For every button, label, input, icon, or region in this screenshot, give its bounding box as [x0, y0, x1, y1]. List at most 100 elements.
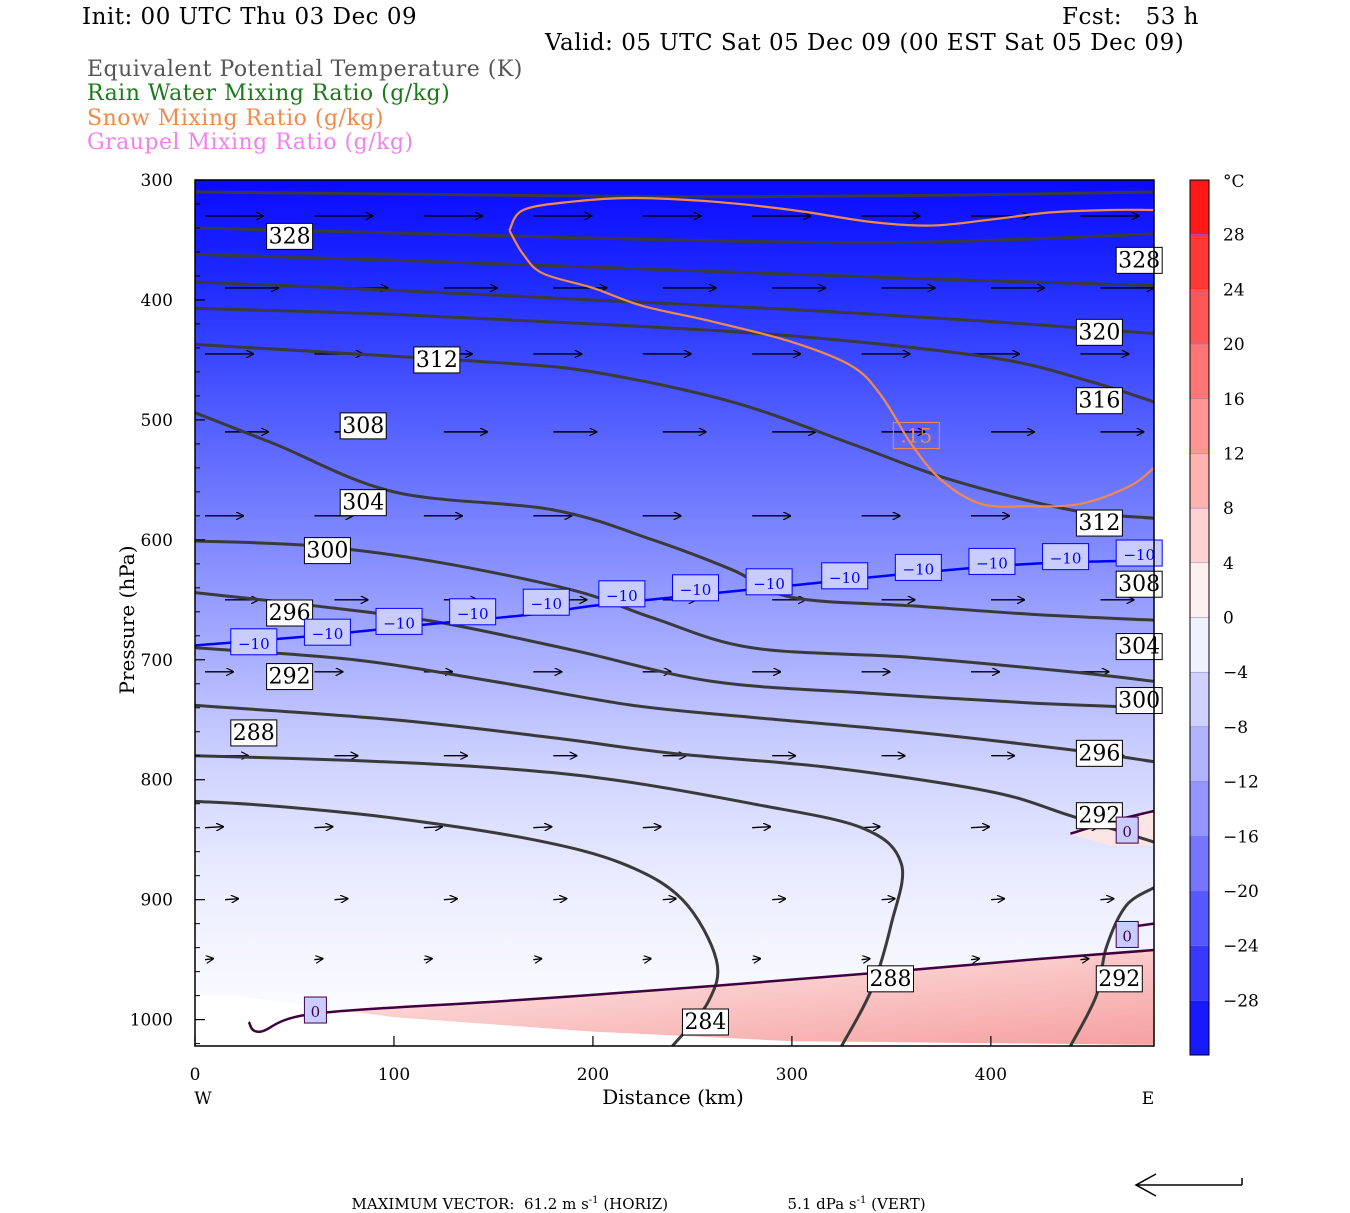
y-tick-label: 800	[141, 771, 173, 791]
isotherm-label-box	[230, 628, 278, 656]
footer-horiz-exp: -1	[588, 1195, 599, 1206]
y-axis-label: Pressure (hPa)	[115, 546, 139, 695]
isotherm-label-box	[303, 996, 327, 1024]
x-tick-label: 300	[776, 1065, 808, 1085]
isotherm-label-text: −10	[829, 569, 861, 587]
colorbar-segment	[1189, 179, 1210, 235]
isotherm-label-text: −10	[1123, 546, 1155, 564]
theta-e-contour-label: 308	[1115, 570, 1163, 598]
isotherm-label-box	[449, 598, 497, 626]
theta-e-contour-label-text: 300	[306, 539, 348, 564]
footer-vert-exp: -1	[856, 1195, 867, 1206]
isotherm-label-text: −10	[976, 554, 1008, 572]
wind-vector-arrow	[533, 959, 541, 960]
colorbar-tick-label: 4	[1223, 554, 1234, 574]
colorbar-segment	[1189, 289, 1210, 345]
wind-vector-arrow	[1100, 899, 1113, 900]
y-tick-label: 500	[141, 411, 173, 431]
theta-e-contour-line	[195, 226, 1154, 245]
isotherm-label-box	[821, 562, 869, 590]
wind-vector-arrow	[881, 899, 895, 900]
theta-e-contour-label-box	[681, 1008, 729, 1036]
theta-e-contour-label: 320	[1075, 318, 1123, 346]
wind-vector-arrow	[861, 959, 870, 960]
theta-e-contour-label-text: 288	[869, 967, 911, 992]
init-time: Init: 00 UTC Thu 03 Dec 09	[82, 4, 418, 30]
isotherm-label: −10	[821, 562, 869, 590]
isotherm-label-text: −10	[457, 605, 489, 623]
theta-e-contour-label: 292	[266, 663, 314, 691]
x-end-label-west: W	[194, 1089, 212, 1109]
wind-vector-arrow	[204, 959, 213, 960]
theta-e-contour-label: 312	[1075, 509, 1123, 537]
colorbar-segment	[1189, 343, 1210, 399]
wind-vector-arrow	[662, 899, 676, 900]
isotherm-label-text: −10	[530, 595, 562, 613]
colorbar-segment	[1189, 453, 1210, 509]
wind-vector-arrow	[314, 827, 332, 828]
theta-e-contour-line	[195, 190, 1154, 199]
y-tick-label: 300	[141, 171, 173, 191]
legend-snow: Snow Mixing Ratio (g/kg)	[87, 106, 384, 131]
colorbar-tick-label: 20	[1223, 335, 1245, 355]
isotherm-label: 0	[303, 996, 327, 1024]
wind-vector-arrow	[533, 827, 551, 828]
isotherm-label: 0	[1115, 816, 1139, 844]
isotherm-line	[247, 948, 1154, 1033]
snow-contour-label-box	[892, 421, 940, 449]
theta-e-contour-label-box	[1095, 965, 1143, 993]
isotherm-label: −10	[303, 618, 351, 646]
theta-e-contour-label: 304	[1115, 633, 1163, 661]
theta-e-contour-label-text: 312	[1078, 511, 1120, 536]
isotherm-label: −10	[449, 598, 497, 626]
colorbar-segment	[1189, 836, 1210, 892]
theta-e-contour-label-box	[339, 489, 387, 517]
footer-vert-unit: (VERT)	[871, 1195, 926, 1213]
theta-e-contour-label-box	[303, 537, 351, 565]
theta-e-contour-line	[195, 591, 1154, 710]
theta-e-contour-label-text: 292	[1078, 804, 1120, 829]
legend-graupel: Graupel Mixing Ratio (g/kg)	[87, 130, 414, 155]
theta-e-contour-label-text: 300	[1118, 689, 1160, 714]
wind-vector-arrow	[423, 827, 442, 828]
colorbar-segment	[1189, 617, 1210, 673]
isotherm-label-box	[375, 607, 423, 635]
colorbar-tick-label: −16	[1223, 827, 1259, 847]
isotherm-label-box	[303, 618, 351, 646]
colorbar-segment	[1189, 781, 1210, 837]
colorbar-unit: °C	[1223, 172, 1245, 192]
footer-horiz-unit: (HORIZ)	[603, 1195, 669, 1213]
wind-vectors	[204, 216, 1153, 960]
isotherm-label-box	[1042, 543, 1090, 571]
wind-vector-arrow	[752, 959, 760, 960]
theta-e-contour-label: 304	[339, 489, 387, 517]
theta-e-contour-label-text: 312	[416, 348, 458, 373]
x-tick-label: 400	[975, 1065, 1007, 1085]
colorbar-segment	[1189, 671, 1210, 728]
wind-vector-arrow	[990, 899, 1004, 900]
wind-vector-arrow	[334, 899, 347, 900]
theta-e-contour-label: 296	[1075, 739, 1123, 767]
isotherm-label-box	[894, 553, 942, 581]
colorbar-tick-label: 0	[1223, 609, 1234, 629]
isotherm-label-text: −10	[238, 635, 270, 653]
theta-e-contour-line	[195, 280, 1154, 336]
colorbar-segment	[1189, 945, 1210, 1001]
snow-contour-label: .15	[892, 421, 940, 449]
legend-theta-e: Equivalent Potential Temperature (K)	[87, 57, 523, 82]
isotherm-label-text: −10	[312, 625, 344, 643]
footer-max-label: MAXIMUM VECTOR:	[351, 1195, 515, 1213]
theta-e-contour-label: 300	[303, 537, 351, 565]
isotherm-label-box	[522, 588, 570, 616]
legend-rain: Rain Water Mixing Ratio (g/kg)	[87, 81, 451, 106]
wind-vector-arrow	[752, 827, 770, 828]
colorbar-segment	[1189, 562, 1210, 618]
colorbar-segment	[1189, 398, 1210, 454]
x-tick-label: 0	[190, 1065, 201, 1085]
forecast-hour: Fcst: 53 h	[1062, 4, 1199, 30]
wind-vector-arrow	[642, 959, 651, 960]
theta-e-contour-line	[195, 252, 1154, 288]
theta-e-contour-label-text: 320	[1078, 320, 1120, 345]
isotherm-label: −10	[745, 568, 793, 596]
